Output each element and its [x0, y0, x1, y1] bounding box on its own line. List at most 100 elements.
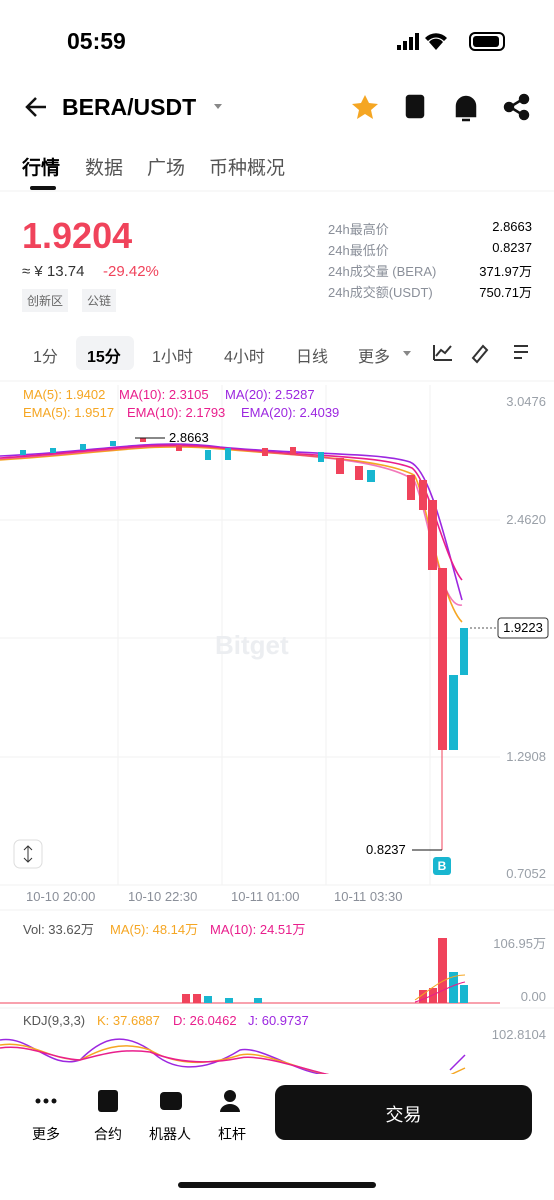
interval[interactable]: 15分: [87, 349, 121, 366]
trade-label[interactable]: 交易: [385, 1105, 422, 1125]
volume-bars: [460, 985, 468, 1003]
tab[interactable]: 币种概况: [209, 158, 286, 179]
y-axis-label: 1.2908: [506, 749, 546, 764]
favorite[interactable]: [352, 95, 378, 119]
status-icons: [415, 33, 419, 50]
time-label: 10-10 20:00: [26, 889, 96, 904]
status-icons: [469, 32, 505, 51]
candles: [336, 458, 344, 474]
kdj-label: KDJ(9,3,3): [23, 1013, 86, 1028]
last-price: 1.9204: [22, 215, 133, 256]
pair-title[interactable]: BERA/USDT: [62, 94, 197, 120]
watermark: Bitget: [215, 630, 289, 660]
tab-underline: [30, 186, 56, 190]
volume-bars: [0, 938, 500, 1004]
header-icons: [518, 93, 530, 105]
nav-label[interactable]: 更多: [32, 1126, 60, 1142]
volume-label: Vol: 33.62万: [23, 922, 94, 937]
nav-icons: [35, 1090, 240, 1112]
nav-icons: [35, 1098, 41, 1104]
y-axis-label: 0.7052: [506, 866, 546, 881]
grid-lines: [0, 385, 554, 1009]
nav-label[interactable]: 杠杆: [218, 1126, 246, 1142]
volume-bars: [182, 994, 190, 1003]
candles: [262, 448, 268, 456]
ma-label: MA(10): 2.3105: [119, 387, 209, 402]
candles: [438, 568, 447, 750]
candles: [80, 444, 86, 450]
candles: [20, 450, 26, 455]
volume-bars: [438, 938, 447, 1003]
interval[interactable]: 日线: [296, 349, 329, 366]
ema-label: EMA(20): 2.4039: [241, 405, 340, 420]
ma-label: MA(5): 1.9402: [23, 387, 106, 402]
header-icons: [503, 101, 515, 113]
volume-axis: 106.95万: [493, 936, 546, 951]
cny-price: ≈ ¥ 13.74: [22, 263, 85, 280]
candles: [176, 445, 182, 451]
volume-ma: MA(10): 24.51万: [210, 922, 306, 937]
volume-bars: [419, 990, 427, 1003]
change: -29.42%: [103, 263, 159, 280]
price-markers: [433, 857, 451, 875]
price-markers: [23, 845, 33, 863]
notes[interactable]: [405, 94, 425, 119]
back-arrow[interactable]: [25, 97, 46, 117]
nav-icons: [224, 1090, 236, 1102]
kdj-lines: [0, 1046, 331, 1076]
chart-tools: [514, 345, 528, 359]
nav-icons: [160, 1092, 182, 1110]
candles: [110, 441, 116, 446]
home-indicator: [178, 1182, 376, 1188]
ema-label: EMA(5): 1.9517: [23, 405, 115, 420]
candles: [449, 675, 458, 750]
last-price-tag: 1.9223: [503, 620, 543, 635]
y-axis-label: 2.4620: [506, 512, 546, 527]
tab[interactable]: 数据: [85, 158, 124, 179]
trade-button[interactable]: [275, 1085, 532, 1140]
interval[interactable]: 1小时: [152, 349, 193, 366]
interval[interactable]: 1分: [33, 349, 58, 366]
price-markers: [13, 437, 549, 875]
clock: 05:59: [67, 28, 126, 54]
volume-bars: [225, 998, 233, 1003]
tag: 创新区: [22, 289, 69, 312]
header-icons: [25, 93, 530, 122]
kdj-k: K: 37.6887: [97, 1013, 160, 1028]
candles: [428, 500, 437, 570]
status-icons: [397, 32, 505, 51]
status-icons: [425, 33, 447, 50]
nav-icons: [43, 1098, 49, 1104]
candles: [419, 480, 427, 510]
volume-axis: 0.00: [520, 989, 546, 1004]
chart-tools: [471, 344, 489, 364]
moving-averages: [0, 445, 463, 606]
nav-icons: [220, 1104, 240, 1112]
moving-averages: [0, 443, 463, 623]
nav-label[interactable]: 合约: [94, 1126, 122, 1142]
volume-bars: [414, 981, 466, 1003]
volume-bars: [414, 974, 466, 1001]
ma-label: MA(20): 2.5287: [225, 387, 315, 402]
interval[interactable]: 4小时: [224, 349, 265, 366]
stat-label: 24h成交量 (BERA): [328, 264, 437, 279]
nav-label[interactable]: 机器人: [149, 1126, 191, 1142]
stat-value: 371.97万: [479, 264, 532, 279]
status-icons: [403, 41, 407, 50]
volume-bars: [204, 996, 212, 1003]
candles: [225, 448, 231, 460]
candles: [355, 466, 363, 480]
high-label: 2.8663: [169, 430, 209, 445]
alert[interactable]: [455, 95, 477, 122]
stat-value: 0.8237: [492, 240, 532, 255]
tab[interactable]: 行情: [22, 158, 61, 179]
header-icons: [214, 104, 222, 109]
interval[interactable]: 更多: [358, 349, 391, 366]
stat-label: 24h最高价: [328, 222, 389, 237]
kdj-j: J: 60.9737: [248, 1013, 309, 1028]
tab[interactable]: 广场: [147, 158, 186, 179]
buy-marker[interactable]: B: [437, 859, 447, 873]
